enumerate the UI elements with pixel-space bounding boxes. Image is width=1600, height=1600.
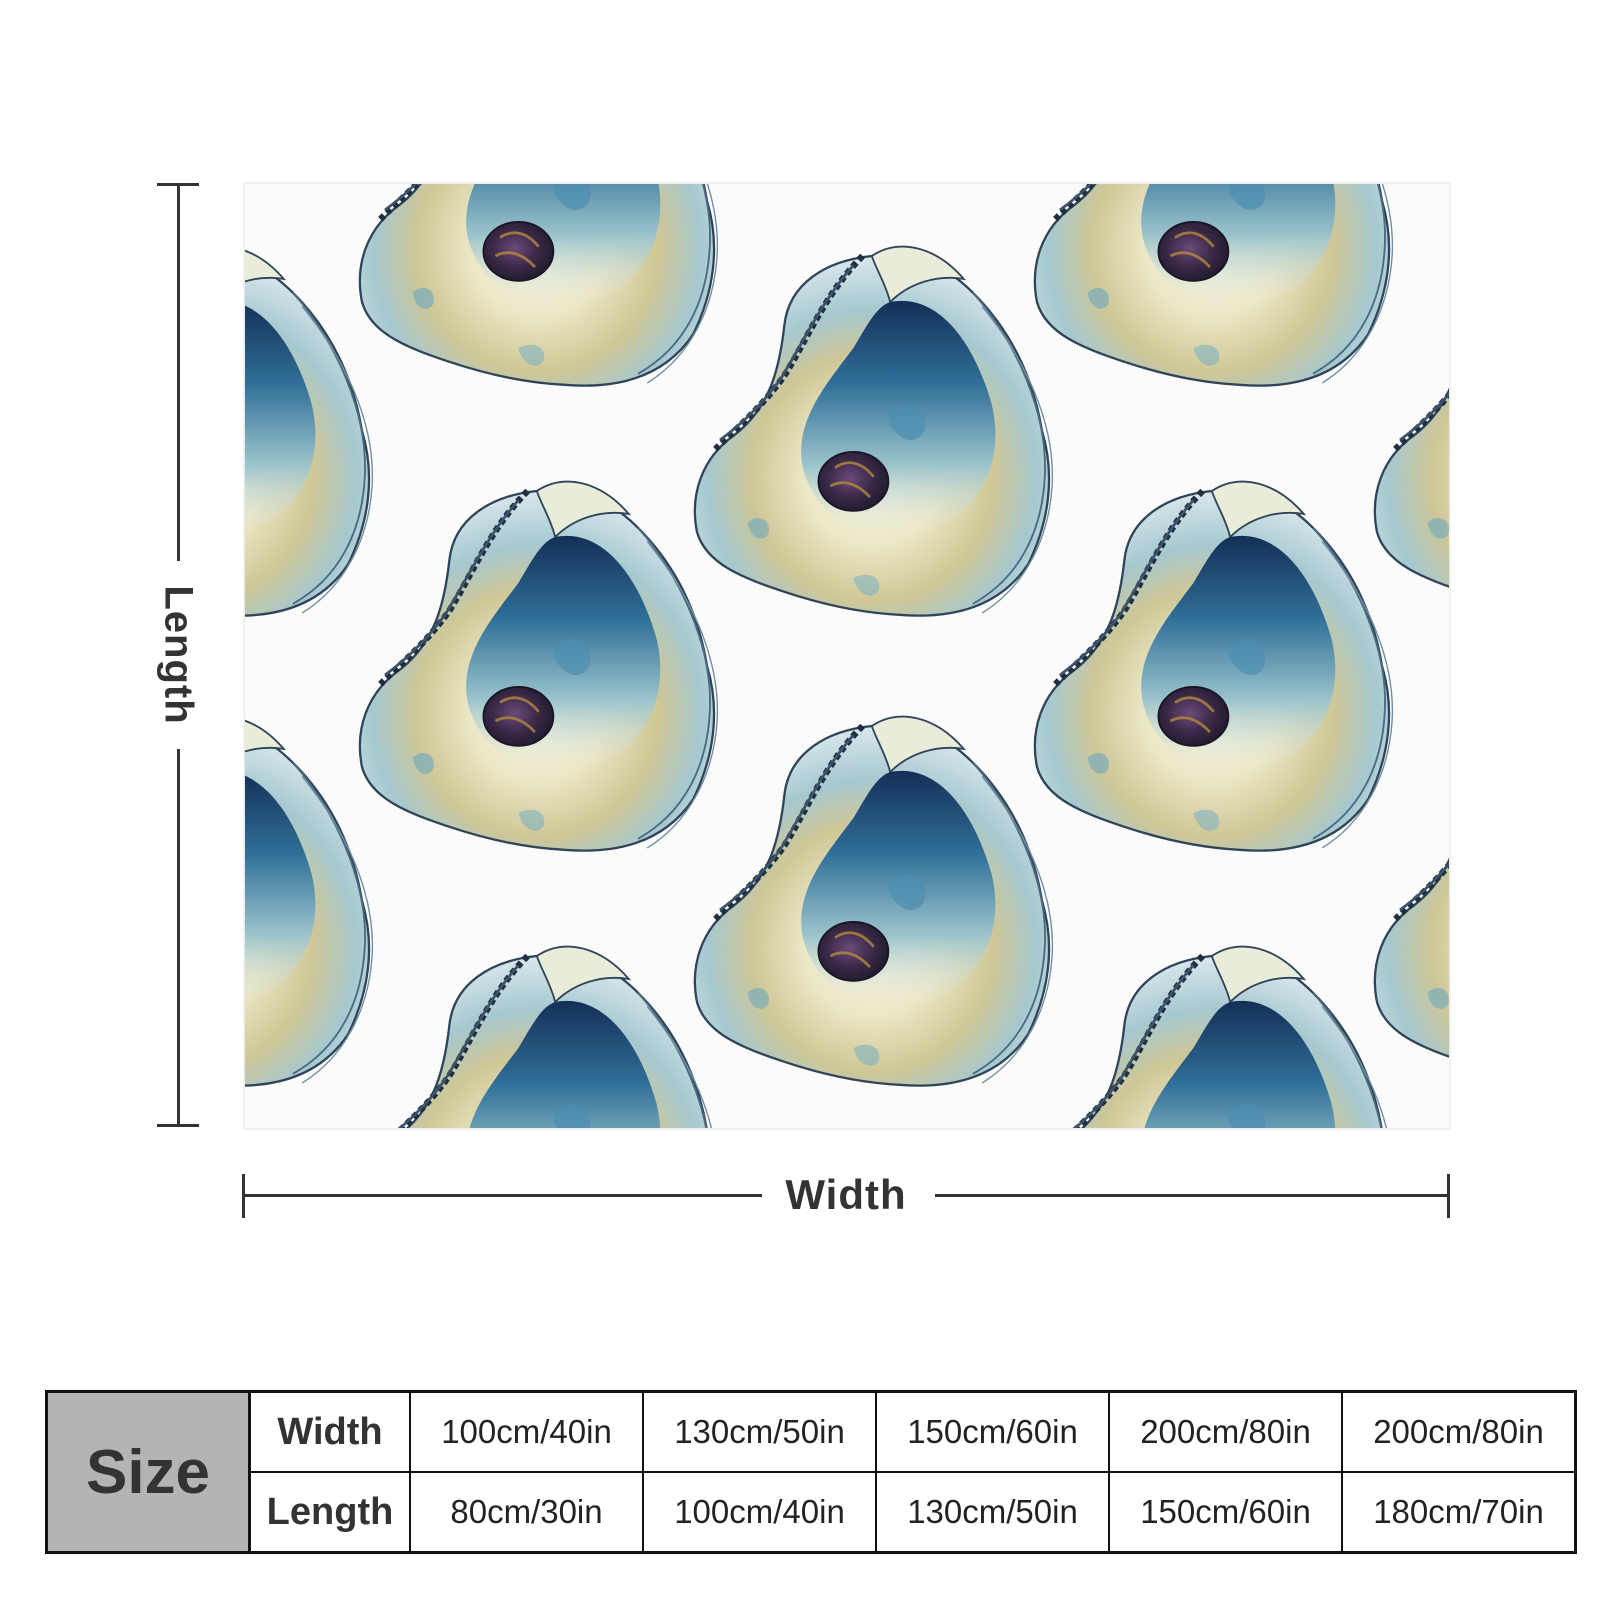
width-line-right [935,1194,1450,1197]
size-row-width: Size Width 100cm/40in 130cm/50in 150cm/6… [45,1390,1577,1554]
length-value: 100cm/40in [642,1471,877,1554]
width-line-left [242,1194,762,1197]
length-label: Length [156,585,201,725]
width-value: 150cm/60in [875,1390,1110,1473]
length-value: 150cm/60in [1108,1471,1343,1554]
length-line-lower [177,749,180,1127]
size-title: Size [45,1390,251,1554]
width-value: 100cm/40in [409,1390,644,1473]
width-cap-right [1447,1174,1450,1218]
width-label: Width [785,1171,907,1218]
size-table: Size Width 100cm/40in 130cm/50in 150cm/6… [45,1390,1577,1554]
length-value: 130cm/50in [875,1471,1110,1554]
length-value: 80cm/30in [409,1471,644,1554]
blanket-preview [244,183,1450,1129]
length-line-upper [177,183,180,561]
length-value: 180cm/70in [1341,1471,1577,1554]
size-row-length: Length 80cm/30in 100cm/40in 130cm/50in 1… [47,1471,1577,1554]
width-value: 200cm/80in [1108,1390,1343,1473]
length-indicator: Length [152,183,204,1127]
oyster-pattern [245,184,1449,1128]
width-value: 200cm/80in [1341,1390,1577,1473]
width-value: 130cm/50in [642,1390,877,1473]
length-row-header: Length [248,1471,411,1554]
length-cap-bottom [157,1124,199,1127]
width-row-header: Width [248,1390,411,1473]
width-indicator: Width [242,1170,1450,1222]
